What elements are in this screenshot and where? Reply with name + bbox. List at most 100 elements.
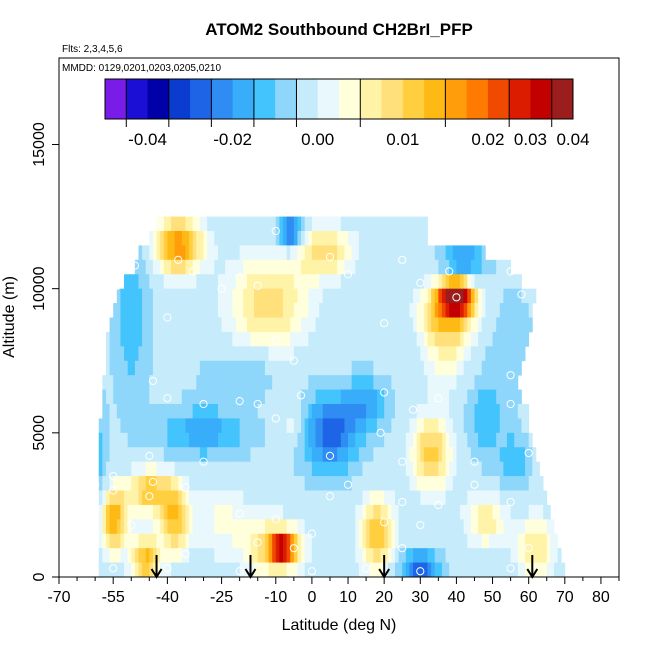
heatmap-cell — [528, 432, 533, 448]
heatmap-cell — [145, 504, 150, 520]
heatmap-cell — [478, 288, 483, 304]
heatmap-cell — [98, 519, 103, 535]
heatmap-cell — [329, 418, 334, 434]
heatmap-cell — [507, 476, 512, 491]
heatmap-cell — [405, 360, 410, 376]
heatmap-cell — [163, 432, 168, 448]
heatmap-cell — [311, 259, 316, 275]
heatmap-cell — [105, 447, 110, 463]
heatmap-cell — [521, 288, 526, 304]
heatmap-cell — [214, 231, 219, 246]
heatmap-cell — [434, 432, 439, 448]
heatmap-cell — [199, 231, 204, 246]
heatmap-cell — [131, 490, 136, 506]
heatmap-cell — [283, 389, 288, 405]
heatmap-cell — [268, 548, 273, 563]
heatmap-cell — [257, 216, 262, 232]
heatmap-cell — [434, 303, 439, 318]
heatmap-cell — [369, 331, 374, 347]
heatmap-cell — [405, 231, 410, 246]
heatmap-cell — [160, 216, 165, 232]
heatmap-cell — [492, 548, 497, 563]
heatmap-cell — [138, 476, 143, 491]
heatmap-cell — [221, 346, 226, 362]
heatmap-cell — [351, 274, 356, 290]
heatmap-cell — [167, 432, 172, 448]
sample-point — [181, 483, 190, 492]
heatmap-cell — [250, 562, 255, 578]
heatmap-cell — [189, 303, 194, 318]
heatmap-cell — [239, 432, 244, 448]
heatmap-cell — [449, 259, 454, 275]
heatmap-cell — [207, 259, 212, 275]
heatmap-cell — [98, 504, 103, 520]
heatmap-cell — [124, 504, 129, 520]
heatmap-cell — [496, 562, 501, 578]
heatmap-cell — [449, 418, 454, 434]
heatmap-cell — [449, 519, 454, 535]
heatmap-cell — [376, 548, 381, 563]
sample-point — [199, 399, 208, 409]
heatmap-cell — [496, 288, 501, 304]
heatmap-cell — [286, 259, 291, 275]
heatmap-cell — [348, 490, 353, 506]
heatmap-cell — [499, 389, 504, 405]
heatmap-cell — [521, 504, 526, 520]
heatmap-cell — [174, 461, 179, 477]
heatmap-cell — [120, 360, 125, 376]
heatmap-cell — [178, 404, 183, 419]
heatmap-cell — [279, 418, 284, 434]
heatmap-cell — [210, 346, 215, 362]
heatmap-cell — [185, 476, 190, 491]
heatmap-cell — [149, 432, 154, 448]
heatmap-cell — [196, 331, 201, 347]
heatmap-cell — [171, 331, 176, 347]
heatmap-cell — [221, 317, 226, 333]
heatmap-cell — [304, 360, 309, 376]
heatmap-cell — [261, 519, 266, 535]
heatmap-cell — [286, 375, 291, 390]
heatmap-cell — [152, 404, 157, 419]
heatmap-cell — [301, 548, 306, 563]
heatmap-cell — [250, 303, 255, 318]
heatmap-cell — [225, 245, 230, 261]
heatmap-cell — [120, 375, 125, 390]
heatmap-cell — [217, 562, 222, 578]
heatmap-cell — [499, 533, 504, 549]
heatmap-cell — [290, 245, 295, 261]
heatmap-cell — [279, 490, 284, 506]
heatmap-cell — [344, 447, 349, 463]
heatmap-cell — [427, 404, 432, 419]
heatmap-cell — [427, 476, 432, 491]
heatmap-cell — [279, 231, 284, 246]
heatmap-cell — [225, 447, 230, 463]
heatmap-cell — [384, 231, 389, 246]
heatmap-cell — [160, 504, 165, 520]
heatmap-cell — [189, 504, 194, 520]
heatmap-cell — [452, 375, 457, 390]
heatmap-cell — [507, 259, 512, 275]
heatmap-cell — [189, 519, 194, 535]
heatmap-cell — [174, 548, 179, 563]
heatmap-cell — [109, 331, 114, 347]
heatmap-cell — [344, 303, 349, 318]
heatmap-cell — [268, 274, 273, 290]
heatmap-cell — [492, 447, 497, 463]
heatmap-cell — [272, 562, 277, 578]
heatmap-cell — [333, 432, 338, 448]
heatmap-cell — [116, 404, 121, 419]
heatmap-cell — [301, 504, 306, 520]
heatmap-cell — [348, 245, 353, 261]
heatmap-cell — [210, 259, 215, 275]
heatmap-cell — [210, 533, 215, 549]
heatmap-cell — [348, 389, 353, 405]
heatmap-cell — [329, 331, 334, 347]
sample-point — [235, 397, 244, 406]
heatmap-cell — [297, 404, 302, 419]
heatmap-cell — [171, 231, 176, 246]
heatmap-cell — [293, 418, 298, 434]
heatmap-cell — [340, 231, 345, 246]
y-tick-label: 15000 — [31, 122, 48, 167]
heatmap-cell — [517, 562, 522, 578]
heatmap-cell — [210, 404, 215, 419]
